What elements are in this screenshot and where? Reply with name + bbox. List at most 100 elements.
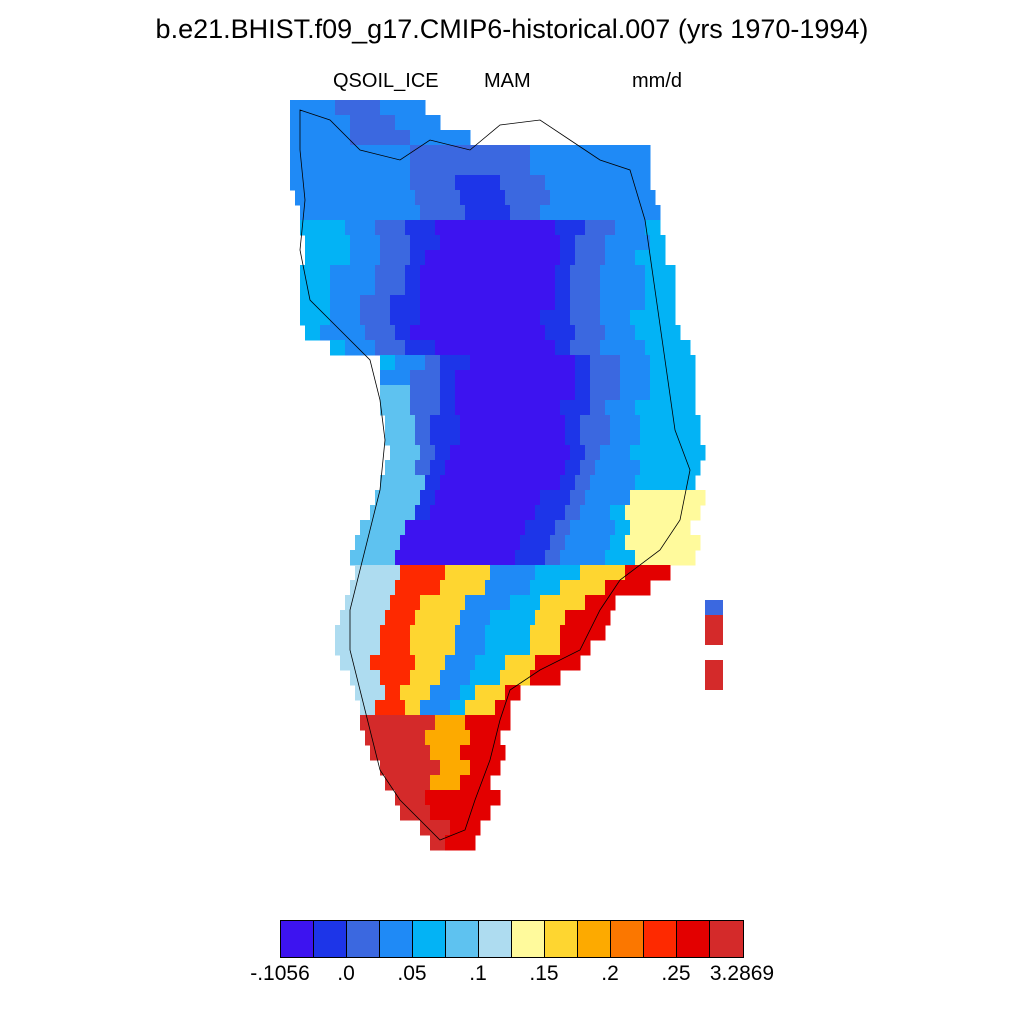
grid-cell [555,265,571,281]
grid-cell [410,115,426,131]
grid-cell [640,535,656,551]
grid-cell [590,175,606,191]
grid-cell [605,325,621,341]
grid-cell [620,235,636,251]
grid-cell [675,340,691,356]
grid-cell [450,220,466,236]
grid-cell [390,520,406,536]
grid-cell [305,145,321,161]
grid-cell [385,535,401,551]
grid-cell [350,145,366,161]
grid-cell [615,295,631,311]
grid-cell [400,505,416,521]
grid-cell [425,325,441,341]
grid-cell [620,250,636,266]
grid-cell [365,160,381,176]
grid-cell [460,685,476,701]
grid-cell [515,385,531,401]
grid-cell [420,595,436,611]
grid-cell [560,640,576,656]
grid-cell [375,295,391,311]
grid-cell [505,535,521,551]
grid-cell [630,310,646,326]
grid-cell [505,610,521,626]
grid-cell [675,445,691,461]
grid-cell [360,295,376,311]
grid-cell [555,490,571,506]
grid-cell [585,220,601,236]
grid-cell [380,250,396,266]
grid-cell [660,280,676,296]
grid-cell [425,475,441,491]
grid-cell [370,190,386,206]
grid-cell [360,205,376,221]
colorbar-swatch [380,921,413,957]
grid-cell [465,265,481,281]
grid-cell [705,600,723,615]
grid-cell [630,445,646,461]
grid-cell [360,595,376,611]
grid-cell [385,745,401,761]
grid-cell [380,175,396,191]
grid-cell [585,340,601,356]
grid-cell [390,490,406,506]
grid-cell [515,145,531,161]
grid-cell [610,190,626,206]
grid-cell [550,505,566,521]
grid-cell [405,490,421,506]
grid-cell [465,820,481,836]
grid-cell [645,340,661,356]
grid-cell [645,205,661,221]
grid-cell [435,220,451,236]
grid-cell [470,475,486,491]
grid-cell [440,145,456,161]
grid-cell [305,235,321,251]
grid-cell [465,280,481,296]
grid-cell [620,400,636,416]
grid-cell [350,670,366,686]
grid-cell [620,160,636,176]
grid-cell [355,565,371,581]
grid-cell [455,475,471,491]
grid-cell [620,475,636,491]
grid-cell [545,400,561,416]
grid-cell [685,505,701,521]
grid-cell [340,655,356,671]
colorbar-swatch [479,921,512,957]
grid-cell [355,655,371,671]
grid-cell [375,205,391,221]
grid-cell [590,475,606,491]
grid-cell [435,310,451,326]
grid-cell [465,295,481,311]
grid-cell [440,790,456,806]
grid-cell [450,715,466,731]
grid-cell [575,550,591,566]
grid-cell [665,400,681,416]
grid-cell [375,700,391,716]
grid-cell [380,235,396,251]
grid-cell [370,655,386,671]
grid-cell [505,505,521,521]
grid-cell [670,505,686,521]
grid-cell [575,625,591,641]
grid-cell [515,640,531,656]
grid-cell [410,325,426,341]
colorbar-tick-label: .2 [601,962,619,985]
grid-cell [440,550,456,566]
grid-cell [415,430,431,446]
grid-cell [555,340,571,356]
grid-cell [680,550,696,566]
grid-cell [595,430,611,446]
grid-cell [425,760,441,776]
grid-cell [520,505,536,521]
grid-cell [610,415,626,431]
grid-cell [365,115,381,131]
grid-cell [450,700,466,716]
grid-cell [360,265,376,281]
grid-cell [480,520,496,536]
grid-cell [625,460,641,476]
grid-cell [410,235,426,251]
grid-cell [330,280,346,296]
grid-cell [495,280,511,296]
grid-cell [590,400,606,416]
